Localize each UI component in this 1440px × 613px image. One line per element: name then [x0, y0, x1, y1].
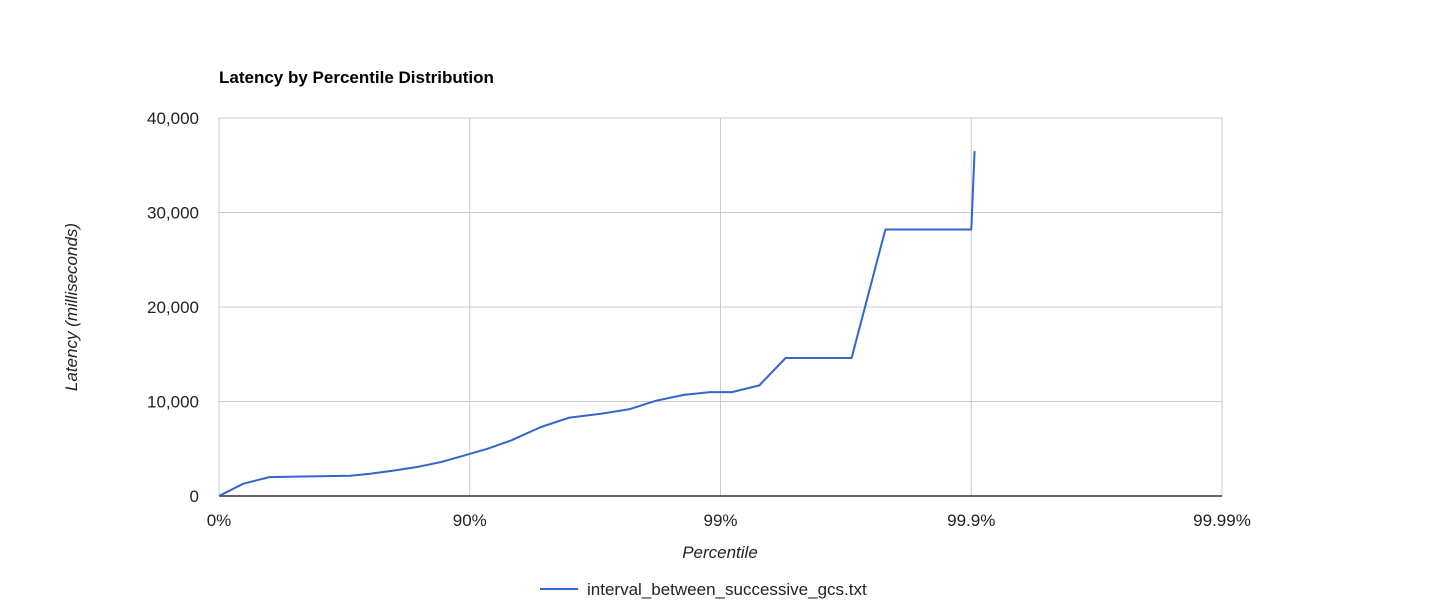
y-tick-label: 20,000 [147, 298, 199, 317]
legend-label: interval_between_successive_gcs.txt [587, 580, 867, 599]
y-axis-ticks: 0 10,000 20,000 30,000 40,000 [147, 109, 199, 506]
y-tick-label: 10,000 [147, 393, 199, 412]
series-line [218, 151, 976, 497]
y-tick-label: 40,000 [147, 109, 199, 128]
x-axis-label: Percentile [682, 543, 758, 562]
x-tick-label: 90% [453, 511, 487, 530]
x-tick-label: 99.99% [1193, 511, 1251, 530]
x-tick-label: 99.9% [947, 511, 995, 530]
y-axis-label: Latency (milliseconds) [62, 223, 81, 391]
gridlines [218, 117, 1223, 496]
y-tick-label: 0 [190, 487, 199, 506]
series-layer [218, 151, 976, 497]
x-tick-label: 0% [207, 511, 232, 530]
x-axis-ticks: 0% 90% 99% 99.9% 99.99% [207, 511, 1251, 530]
legend[interactable]: interval_between_successive_gcs.txt [540, 580, 867, 599]
x-tick-label: 99% [703, 511, 737, 530]
chart-title: Latency by Percentile Distribution [219, 68, 494, 87]
plot-frame [219, 117, 1223, 497]
y-tick-label: 30,000 [147, 204, 199, 223]
